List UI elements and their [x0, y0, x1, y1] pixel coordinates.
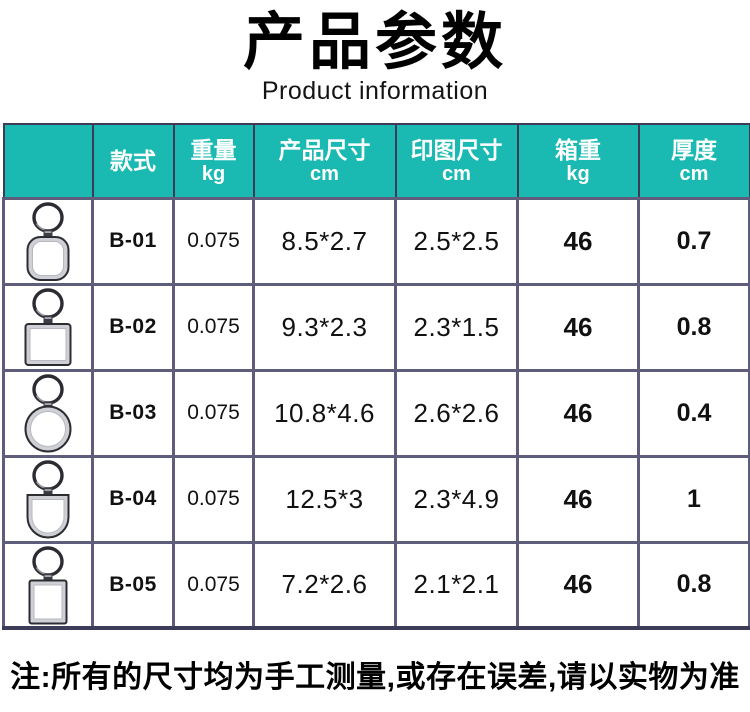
print-size-cell: 2.3*1.5	[394, 282, 519, 372]
product-size-cell: 7.2*2.6	[252, 540, 397, 630]
print-size-cell: 2.3*4.9	[394, 454, 519, 544]
thickness-cell: 1	[637, 454, 750, 544]
table-row: B-02 0.075 9.3*2.3 2.3*1.5 46 0.8	[2, 282, 750, 372]
col-header-thickness: 厚度 cm	[637, 123, 750, 199]
box-weight-cell: 46	[516, 368, 640, 458]
page-subtitle: Product information	[261, 77, 489, 106]
title-block: 产品参数 Product information	[0, 0, 750, 123]
keychain-photo	[13, 287, 83, 367]
style-cell: B-05	[91, 540, 175, 630]
product-photo-cell	[2, 454, 94, 544]
col-header-box-weight: 箱重 kg	[516, 123, 640, 199]
product-size-cell: 12.5*3	[252, 454, 397, 544]
box-weight-cell: 46	[516, 540, 640, 630]
product-spec-table: 款式 重量 kg 产品尺寸 cm 印图尺寸 cm 箱重	[2, 123, 750, 630]
thickness-cell: 0.8	[637, 282, 750, 372]
weight-cell: 0.075	[172, 196, 255, 286]
product-photo-cell	[2, 368, 94, 458]
thickness-cell: 0.8	[637, 540, 750, 630]
product-size-cell: 8.5*2.7	[252, 196, 397, 286]
style-cell: B-03	[91, 368, 175, 458]
product-photo-cell	[2, 196, 94, 286]
box-weight-cell: 46	[516, 196, 640, 286]
print-size-cell: 2.6*2.6	[394, 368, 519, 458]
box-weight-cell: 46	[516, 454, 640, 544]
thickness-cell: 0.7	[637, 196, 750, 286]
col-header-weight: 重量 kg	[172, 123, 255, 199]
col-header-image	[2, 123, 94, 199]
style-cell: B-04	[91, 454, 175, 544]
keychain-photo	[13, 459, 83, 539]
product-photo-cell	[2, 540, 94, 630]
page-title: 产品参数	[242, 8, 507, 77]
print-size-cell: 2.5*2.5	[394, 196, 519, 286]
spec-table-wrapper: 款式 重量 kg 产品尺寸 cm 印图尺寸 cm 箱重	[0, 123, 750, 630]
weight-cell: 0.075	[172, 540, 255, 630]
measurement-disclaimer: 注:所有的尺寸均为手工测量,或存在误差,请以实物为准	[10, 661, 740, 694]
style-cell: B-01	[91, 196, 175, 286]
keychain-photo	[13, 373, 83, 453]
style-cell: B-02	[91, 282, 175, 372]
col-header-product-size: 产品尺寸 cm	[252, 123, 397, 199]
col-header-style: 款式	[91, 123, 175, 199]
product-photo-cell	[2, 282, 94, 372]
weight-cell: 0.075	[172, 454, 255, 544]
table-row: B-03 0.075 10.8*4.6 2.6*2.6 46 0.4	[2, 368, 750, 458]
product-size-cell: 9.3*2.3	[252, 282, 397, 372]
product-size-cell: 10.8*4.6	[252, 368, 397, 458]
table-row: B-04 0.075 12.5*3 2.3*4.9 46 1	[2, 454, 750, 544]
weight-cell: 0.075	[172, 368, 255, 458]
col-header-print-size: 印图尺寸 cm	[394, 123, 519, 199]
table-row: B-01 0.075 8.5*2.7 2.5*2.5 46 0.7	[2, 196, 750, 286]
box-weight-cell: 46	[516, 282, 640, 372]
keychain-photo	[13, 201, 83, 281]
keychain-photo	[13, 545, 83, 624]
header-row: 款式 重量 kg 产品尺寸 cm 印图尺寸 cm 箱重	[2, 123, 750, 199]
print-size-cell: 2.1*2.1	[394, 540, 519, 630]
thickness-cell: 0.4	[637, 368, 750, 458]
weight-cell: 0.075	[172, 282, 255, 372]
table-row: B-05 0.075 7.2*2.6 2.1*2.1 46 0.8	[2, 540, 750, 630]
